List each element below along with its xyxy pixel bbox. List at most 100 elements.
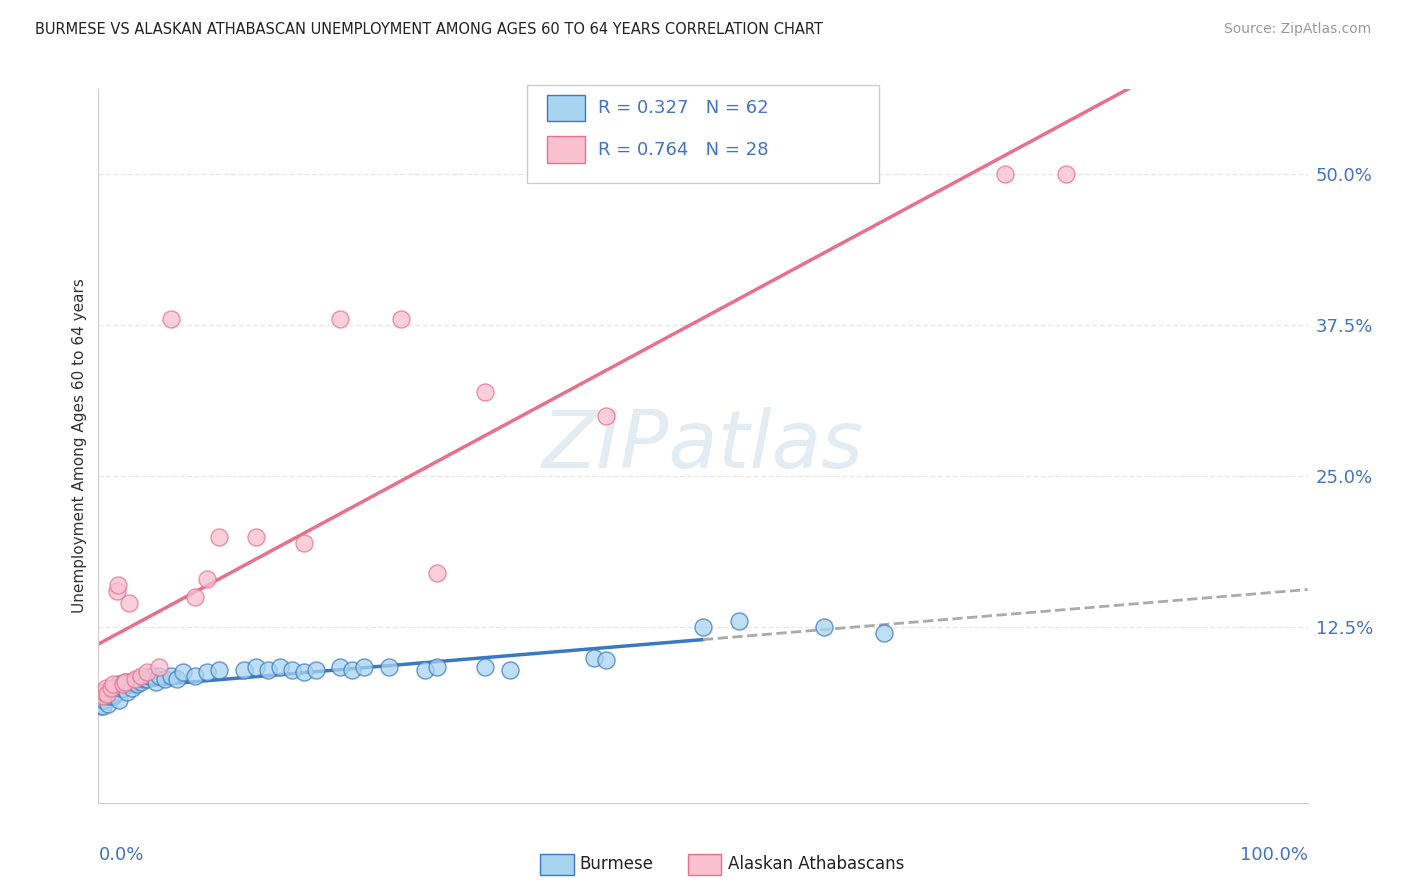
Point — [148, 669, 170, 683]
Point — [124, 673, 146, 687]
Point — [118, 677, 141, 691]
Point — [208, 663, 231, 677]
Point — [342, 663, 364, 677]
Point — [208, 530, 231, 544]
Point — [108, 693, 131, 707]
Text: Alaskan Athabascans: Alaskan Athabascans — [728, 855, 904, 873]
Text: R = 0.327   N = 62: R = 0.327 N = 62 — [598, 99, 768, 117]
Point — [142, 669, 165, 683]
Point — [134, 673, 156, 687]
Point — [114, 674, 136, 689]
Point — [145, 674, 167, 689]
Point — [107, 578, 129, 592]
Point — [153, 673, 176, 687]
Point — [245, 660, 267, 674]
Point — [474, 660, 496, 674]
Point — [195, 665, 218, 680]
Point — [595, 653, 617, 667]
Point — [232, 663, 254, 677]
Point — [129, 674, 152, 689]
Text: ZIPatlas: ZIPatlas — [541, 407, 865, 485]
Point — [135, 673, 157, 687]
Point — [413, 663, 436, 677]
Point — [305, 663, 328, 677]
Point — [583, 650, 606, 665]
Y-axis label: Unemployment Among Ages 60 to 64 years: Unemployment Among Ages 60 to 64 years — [72, 278, 87, 614]
Point — [329, 312, 352, 326]
Point — [100, 684, 122, 698]
Point — [292, 535, 315, 549]
Point — [97, 697, 120, 711]
Point — [160, 669, 183, 683]
Point — [96, 687, 118, 701]
Point — [118, 674, 141, 689]
Point — [269, 660, 291, 674]
Point — [105, 584, 128, 599]
Point — [498, 663, 520, 677]
Point — [135, 665, 157, 680]
Point — [127, 673, 149, 687]
Point — [107, 677, 129, 691]
Point — [692, 620, 714, 634]
Point — [111, 681, 134, 695]
Point — [377, 660, 399, 674]
Point — [124, 674, 146, 689]
Point — [728, 615, 751, 629]
Point — [994, 167, 1017, 181]
Text: 0.0%: 0.0% — [98, 846, 143, 863]
Point — [111, 677, 134, 691]
Point — [91, 693, 114, 707]
Point — [138, 669, 160, 683]
Point — [195, 572, 218, 586]
Point — [117, 684, 139, 698]
Point — [101, 690, 124, 704]
Point — [104, 687, 127, 701]
Point — [1054, 167, 1077, 181]
Text: Source: ZipAtlas.com: Source: ZipAtlas.com — [1223, 22, 1371, 37]
Point — [329, 660, 352, 674]
Point — [353, 660, 375, 674]
Point — [96, 690, 118, 704]
Point — [245, 530, 267, 544]
Point — [184, 669, 207, 683]
Point — [148, 660, 170, 674]
Point — [103, 681, 125, 695]
Point — [100, 681, 122, 695]
Point — [292, 665, 315, 680]
Point — [873, 626, 896, 640]
Point — [118, 596, 141, 610]
Point — [91, 699, 114, 714]
Point — [101, 677, 124, 691]
Point — [474, 384, 496, 399]
Point — [426, 660, 449, 674]
Point — [112, 677, 135, 691]
Point — [256, 663, 278, 677]
Point — [90, 699, 112, 714]
Point — [281, 663, 304, 677]
Point — [129, 669, 152, 683]
Text: 100.0%: 100.0% — [1240, 846, 1308, 863]
Point — [184, 590, 207, 604]
Point — [389, 312, 412, 326]
Point — [98, 690, 121, 704]
Point — [172, 665, 194, 680]
Point — [100, 687, 122, 701]
Point — [121, 681, 143, 695]
Point — [93, 684, 115, 698]
Point — [91, 690, 114, 704]
Point — [105, 684, 128, 698]
Point — [166, 673, 188, 687]
Point — [108, 681, 131, 695]
Point — [426, 566, 449, 580]
Point — [160, 312, 183, 326]
Point — [127, 677, 149, 691]
Text: R = 0.764   N = 28: R = 0.764 N = 28 — [598, 141, 768, 159]
Point — [94, 681, 117, 695]
Point — [93, 693, 115, 707]
Point — [813, 620, 835, 634]
Point — [114, 674, 136, 689]
Point — [595, 409, 617, 423]
Point — [94, 687, 117, 701]
Text: BURMESE VS ALASKAN ATHABASCAN UNEMPLOYMENT AMONG AGES 60 TO 64 YEARS CORRELATION: BURMESE VS ALASKAN ATHABASCAN UNEMPLOYME… — [35, 22, 823, 37]
Text: Burmese: Burmese — [579, 855, 654, 873]
